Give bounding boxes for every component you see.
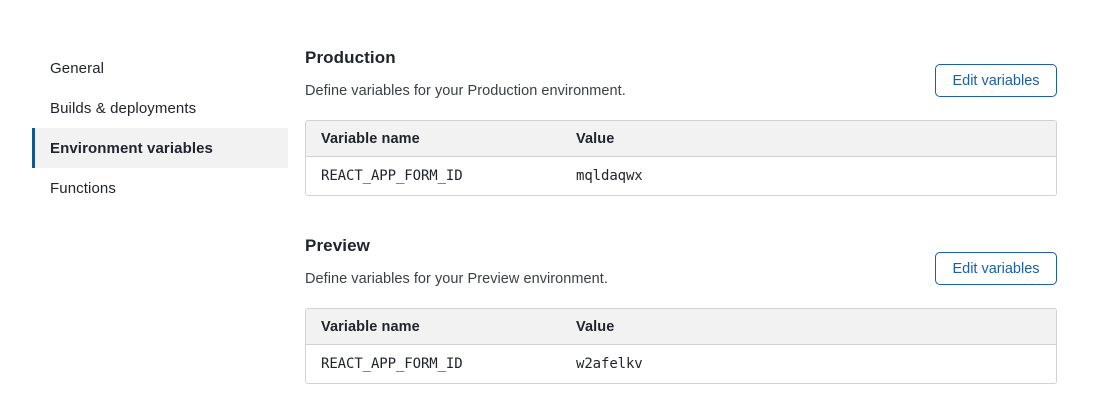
variables-table-preview: Variable name Value REACT_APP_FORM_ID w2… <box>305 308 1057 384</box>
sidebar-item-builds-deployments[interactable]: Builds & deployments <box>32 88 288 128</box>
settings-main: Production Define variables for your Pro… <box>305 46 1057 384</box>
sidebar-item-environment-variables[interactable]: Environment variables <box>32 128 288 168</box>
sidebar-item-label: Environment variables <box>50 139 213 157</box>
sidebar-item-functions[interactable]: Functions <box>32 168 288 208</box>
column-header-variable-name: Variable name <box>306 121 561 157</box>
settings-sidebar: General Builds & deployments Environment… <box>32 48 288 208</box>
column-header-variable-name: Variable name <box>306 309 561 345</box>
cell-variable-value: w2afelkv <box>561 344 1056 383</box>
section-production: Production Define variables for your Pro… <box>305 46 1057 196</box>
page-title: Preview <box>305 236 370 255</box>
cell-variable-name: REACT_APP_FORM_ID <box>306 156 561 195</box>
sidebar-item-label: Functions <box>50 179 116 197</box>
sidebar-item-general[interactable]: General <box>32 48 288 88</box>
table-row: REACT_APP_FORM_ID w2afelkv <box>306 344 1056 383</box>
edit-variables-button-preview[interactable]: Edit variables <box>935 252 1057 285</box>
cell-variable-name: REACT_APP_FORM_ID <box>306 344 561 383</box>
sidebar-item-label: General <box>50 59 105 77</box>
sidebar-item-label: Builds & deployments <box>50 99 197 117</box>
page-title: Production <box>305 48 396 67</box>
section-description: Define variables for your Production env… <box>305 83 626 99</box>
table-row: REACT_APP_FORM_ID mqldaqwx <box>306 156 1056 195</box>
section-header: Preview Define variables for your Previe… <box>305 234 1057 292</box>
section-header: Production Define variables for your Pro… <box>305 46 1057 104</box>
section-preview: Preview Define variables for your Previe… <box>305 234 1057 384</box>
cell-variable-value: mqldaqwx <box>561 156 1056 195</box>
column-header-value: Value <box>561 309 1056 345</box>
table-header-row: Variable name Value <box>306 309 1056 345</box>
section-description: Define variables for your Preview enviro… <box>305 271 608 287</box>
edit-variables-button-production[interactable]: Edit variables <box>935 64 1057 97</box>
column-header-value: Value <box>561 121 1056 157</box>
variables-table-production: Variable name Value REACT_APP_FORM_ID mq… <box>305 120 1057 196</box>
table-header-row: Variable name Value <box>306 121 1056 157</box>
